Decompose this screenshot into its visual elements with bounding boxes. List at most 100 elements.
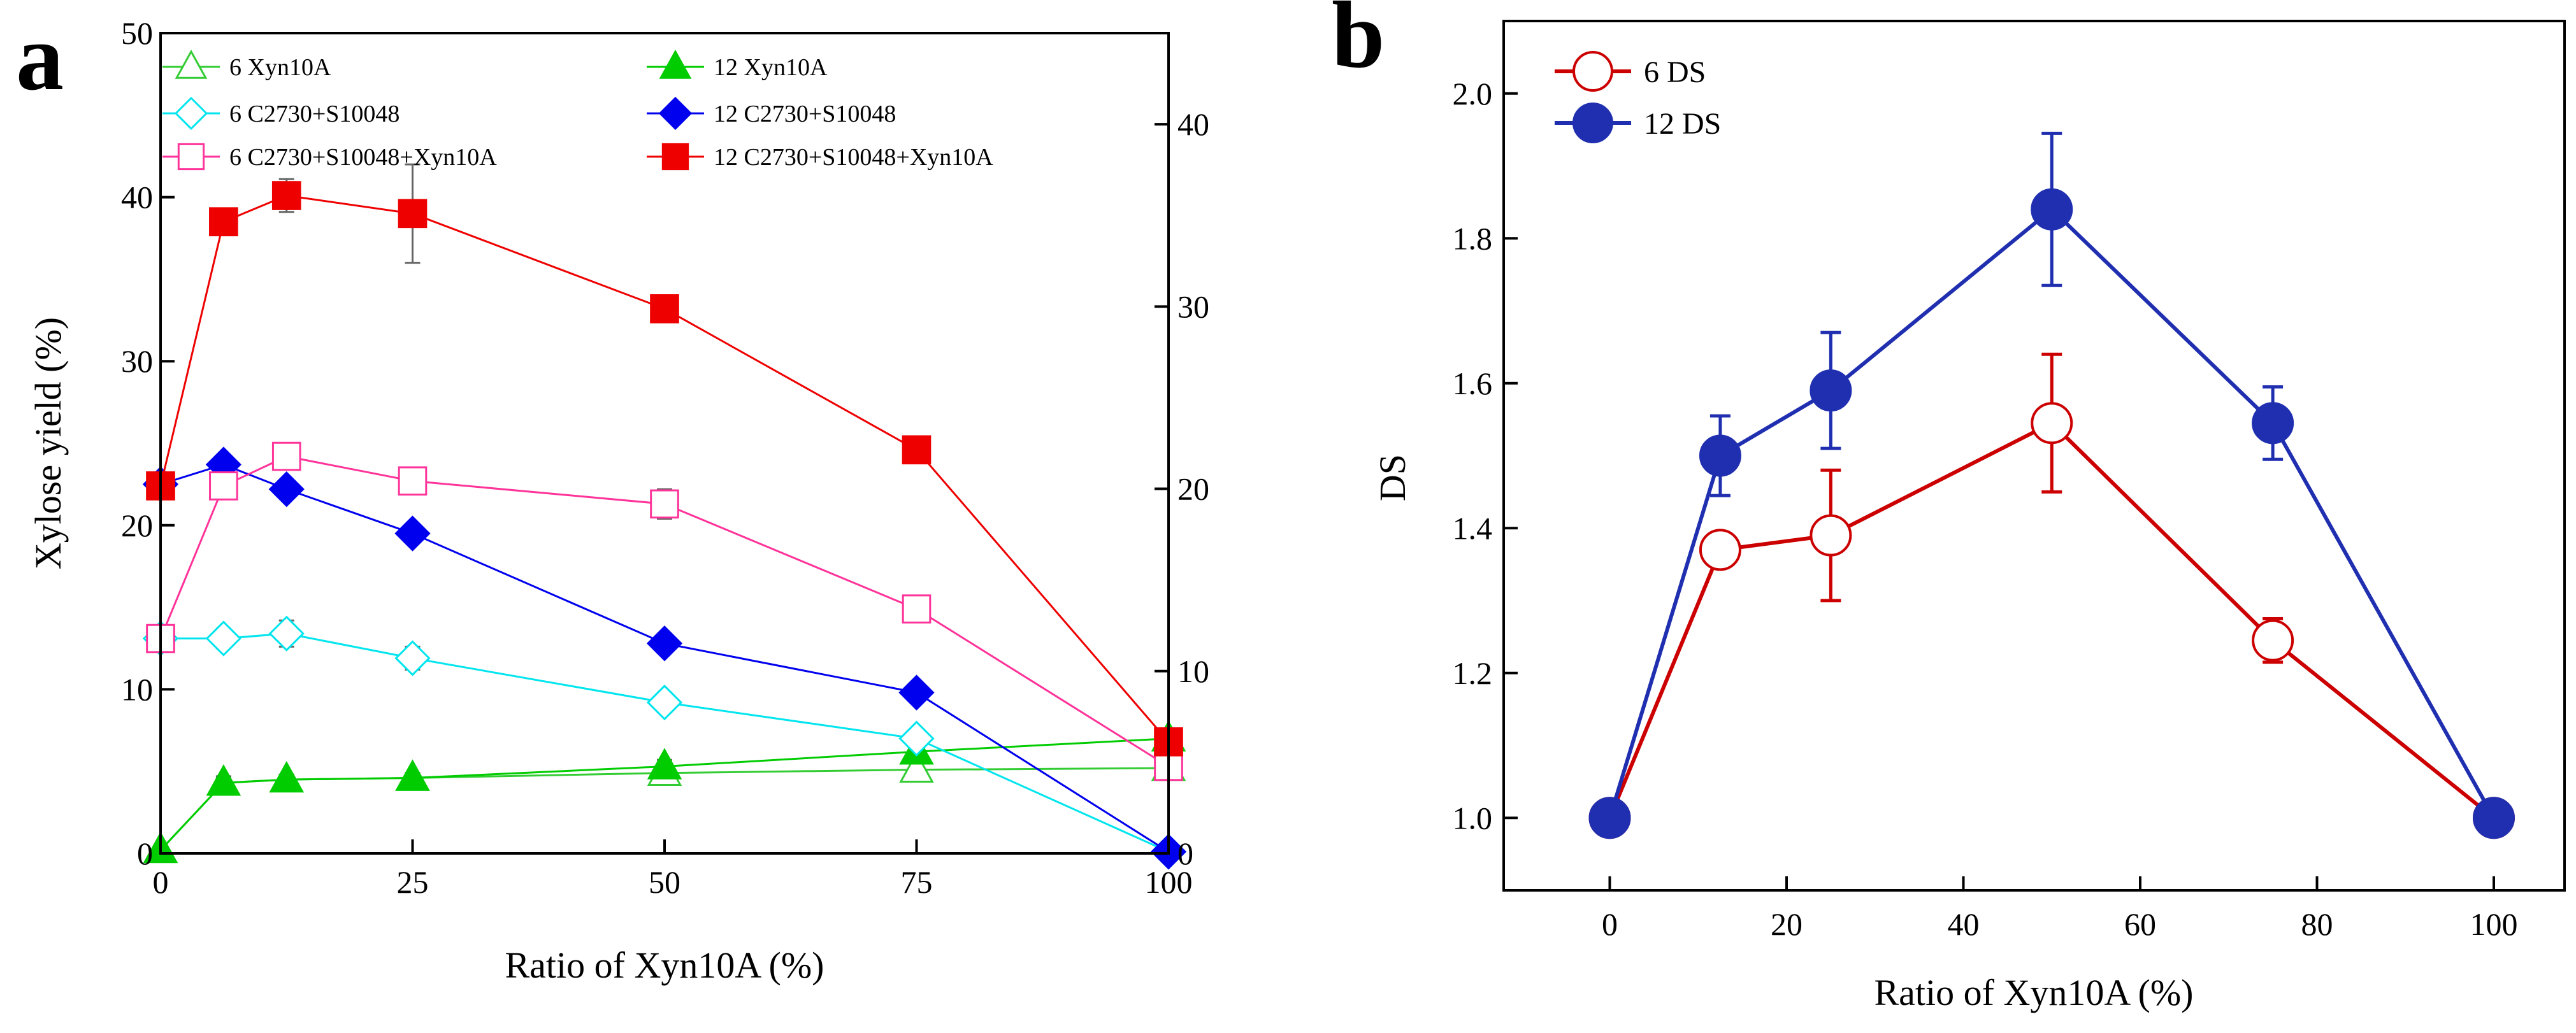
series-12-ds: [1588, 131, 2515, 839]
legend-marker: [175, 49, 208, 79]
panel-a-series-layer: [142, 163, 1187, 870]
data-point: [209, 471, 238, 501]
data-point: [1588, 797, 1631, 839]
legend-marker: [1572, 51, 1613, 92]
legend-label: 6 C2730+S10048: [229, 101, 399, 127]
x-tick-label: 80: [2301, 906, 2333, 942]
panel-b-x-ticks: 0 20 40 60 80 100: [1602, 876, 2518, 942]
x-tick-label: 60: [2124, 906, 2156, 942]
x-tick-label: 100: [1145, 864, 1193, 900]
legend-label: 6 C2730+S10048+Xyn10A: [229, 144, 497, 171]
data-point: [268, 471, 305, 508]
legend-marker: [658, 96, 693, 131]
data-point: [899, 751, 934, 783]
data-point: [1810, 369, 1852, 412]
x-tick-label: 40: [1948, 906, 1980, 942]
legend-label: 12 C2730+S10048: [714, 101, 896, 127]
y-tick-label: 20: [121, 508, 153, 543]
data-point: [268, 615, 305, 652]
panel-b: b 0 20 40 60 80 100 1.0 1.2 1.4 1.6 1.8 2.0 Ratio …: [1332, 0, 2566, 1013]
y-tick-label: 50: [121, 15, 153, 51]
legend-marker: [1572, 103, 1613, 143]
panel-b-legend: 6 DS 12 DS: [1555, 51, 1721, 143]
series-6-ds: [1588, 352, 2515, 839]
y-tick-label: 1.6: [1453, 366, 1493, 401]
y-tick-label: 0: [137, 836, 153, 871]
data-point: [205, 620, 241, 657]
y-tick-label: 1.8: [1453, 220, 1493, 256]
legend-entry: 12 C2730+S10048+Xyn10A: [647, 143, 993, 171]
x-tick-label: 20: [1771, 906, 1802, 942]
panel-a-label: a: [16, 4, 64, 110]
data-point: [646, 684, 683, 721]
y2-tick-label: 20: [1177, 471, 1209, 507]
panel-a: a 0 25 50 75 100 0 10 20 30 40 50 0 10 20 30 40 Ratio…: [16, 4, 1209, 986]
y-tick-label: 2.0: [1453, 76, 1493, 111]
series-6-c2730-s10048-xyn10a: [146, 441, 1183, 781]
y-tick-label: 1.0: [1453, 800, 1493, 836]
panel-b-y-ticks: 1.0 1.2 1.4 1.6 1.8 2.0: [1453, 76, 1518, 836]
x-tick-label: 0: [153, 864, 169, 900]
data-point: [209, 207, 238, 237]
legend-label: 6 Xyn10A: [229, 54, 331, 81]
panel-a-y2-ticks: 0 10 20 30 40: [1155, 106, 1209, 871]
data-point: [271, 181, 301, 210]
y-tick-label: 30: [121, 343, 153, 379]
x-tick-label: 75: [901, 864, 933, 900]
legend-marker: [174, 96, 208, 131]
panel-b-series-layer: [1588, 131, 2515, 839]
y2-tick-label: 40: [1177, 106, 1209, 142]
legend-marker: [661, 143, 689, 171]
series-line: [1608, 420, 2495, 820]
panel-b-label: b: [1332, 0, 1385, 88]
panel-a-legend: 6 Xyn10A 12 Xyn10A 6 C2730+S10048 12 C2730+…: [162, 49, 993, 171]
legend-label: 12 Xyn10A: [714, 54, 828, 81]
data-point: [2031, 402, 2073, 445]
data-point: [271, 441, 301, 471]
data-point: [398, 199, 428, 229]
panel-a-x-axis-title: Ratio of Xyn10A (%): [505, 944, 824, 986]
data-point: [1699, 529, 1741, 571]
data-point: [2252, 402, 2294, 445]
legend-marker: [177, 143, 205, 171]
y-tick-label: 40: [121, 180, 153, 215]
x-tick-label: 100: [2470, 906, 2518, 942]
data-point: [902, 435, 932, 465]
legend-entry: 6 DS: [1555, 51, 1706, 92]
legend-label: 12 C2730+S10048+Xyn10A: [714, 144, 993, 171]
data-point: [646, 625, 683, 662]
legend-entry: 12 DS: [1555, 103, 1721, 143]
panel-a-x-ticks: 0 25 50 75 100: [153, 839, 1193, 900]
data-point: [647, 748, 682, 780]
legend-entry: 6 C2730+S10048: [162, 96, 399, 131]
legend-label: 12 DS: [1644, 107, 1721, 141]
data-point: [898, 674, 935, 711]
y-tick-label: 1.4: [1453, 510, 1493, 546]
y2-tick-label: 30: [1177, 289, 1209, 324]
panel-b-y-axis-title: DS: [1372, 454, 1413, 501]
series-line: [1608, 206, 2496, 819]
data-point: [269, 760, 304, 793]
data-point: [1699, 434, 1741, 477]
legend-entry: 12 Xyn10A: [647, 49, 828, 81]
legend-entry: 6 Xyn10A: [162, 49, 331, 81]
x-tick-label: 25: [397, 864, 429, 900]
legend-entry: 12 C2730+S10048: [647, 96, 896, 131]
data-point: [395, 759, 430, 791]
data-point: [394, 640, 431, 676]
legend-label: 6 DS: [1644, 55, 1706, 89]
panel-b-plot-frame: [1502, 20, 2566, 892]
legend-entry: 6 C2730+S10048+Xyn10A: [162, 143, 497, 171]
data-point: [1810, 514, 1852, 557]
y2-tick-label: 10: [1177, 653, 1209, 689]
panel-a-y-axis-title: Xylose yield (%): [27, 317, 69, 569]
panel-a-y-ticks: 0 10 20 30 40 50: [121, 15, 175, 871]
y-tick-label: 10: [121, 671, 153, 707]
data-point: [2252, 619, 2294, 662]
data-point: [2031, 188, 2073, 231]
legend-marker: [659, 49, 692, 79]
data-point: [398, 466, 428, 496]
y-tick-label: 1.2: [1453, 655, 1493, 691]
data-point: [2473, 797, 2515, 839]
